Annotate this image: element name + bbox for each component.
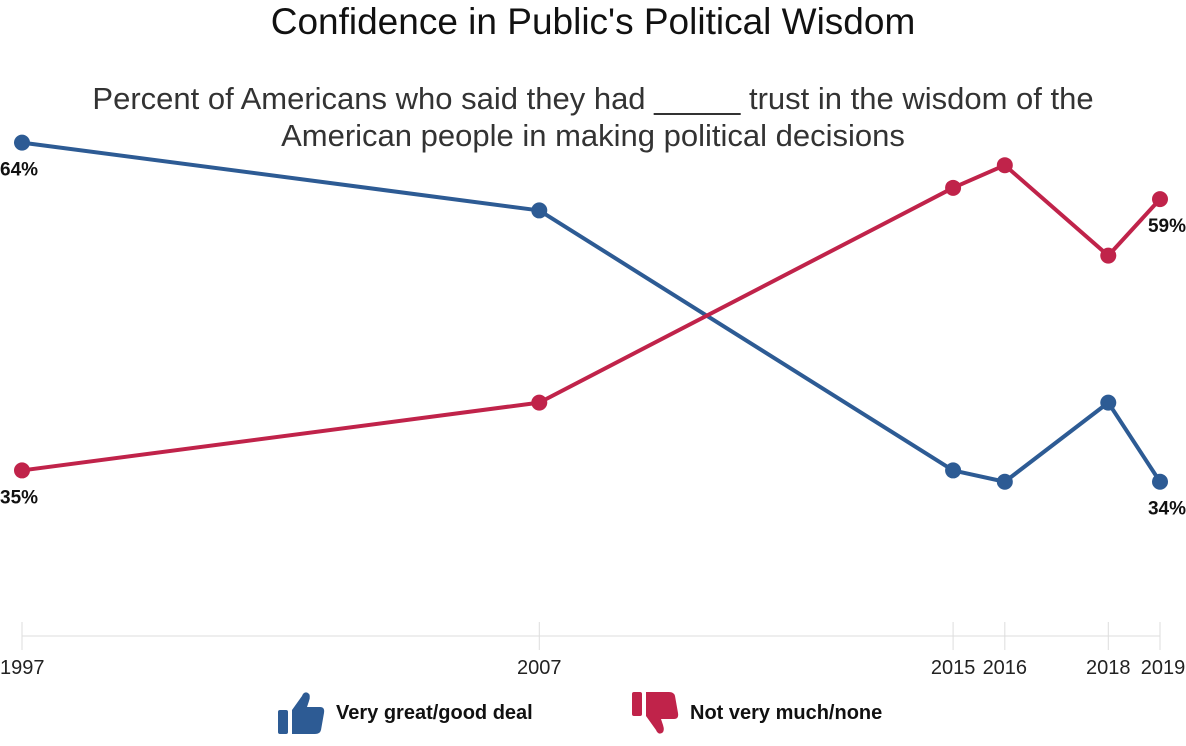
series-line-1 — [21, 163, 1162, 473]
series-line-0 — [21, 140, 1162, 484]
x-tick-label-2019: 2019 — [1141, 657, 1186, 679]
subtitle-line-1: Percent of Americans who said they had _… — [92, 81, 1094, 116]
series-0-point-2015 — [945, 462, 962, 479]
line-chart: 1997 2007 2015 2016 2018 2019 64% 35% 59% 34% — [0, 134, 1186, 679]
data-label-0: 64% — [0, 160, 38, 181]
thumbs-down-icon — [632, 692, 679, 734]
thumbs-up-icon — [278, 692, 325, 734]
legend-item-not-much: Not very much/none — [630, 688, 882, 738]
series-1-point-2016 — [996, 157, 1013, 174]
series-0-point-2007 — [531, 202, 548, 219]
data-label-2: 59% — [1148, 216, 1186, 237]
series-1-point-1997 — [14, 462, 30, 479]
series-0-point-2016 — [996, 473, 1013, 490]
data-label-1: 35% — [0, 487, 38, 508]
subtitle-line-2: American people in making political deci… — [281, 118, 905, 153]
series-0-point-1997 — [14, 134, 30, 151]
series-0-point-2019 — [1152, 473, 1168, 490]
data-label-3: 34% — [1148, 499, 1186, 520]
series-0-point-2018 — [1100, 394, 1117, 411]
x-tick-label-2007: 2007 — [517, 657, 562, 679]
x-tick-label-2018: 2018 — [1086, 657, 1131, 679]
x-tick-label-2016: 2016 — [983, 657, 1028, 679]
legend-item-great: Very great/good deal — [276, 688, 533, 738]
legend: Very great/good deal Not very much/none — [0, 688, 1186, 738]
x-tick-label-2015: 2015 — [931, 657, 976, 679]
series-1-point-2018 — [1100, 247, 1117, 264]
chart-title: Confidence in Public's Political Wisdom — [270, 1, 916, 42]
series-1-point-2007 — [531, 394, 548, 411]
legend-label-great: Very great/good deal — [336, 701, 533, 724]
chart-subtitle: Percent of Americans who said they had _… — [0, 80, 1186, 154]
series-1-point-2019 — [1152, 191, 1168, 208]
x-tick-label-1997: 1997 — [0, 657, 45, 679]
legend-label-not-much: Not very much/none — [690, 701, 883, 724]
series-1-point-2015 — [945, 179, 962, 196]
